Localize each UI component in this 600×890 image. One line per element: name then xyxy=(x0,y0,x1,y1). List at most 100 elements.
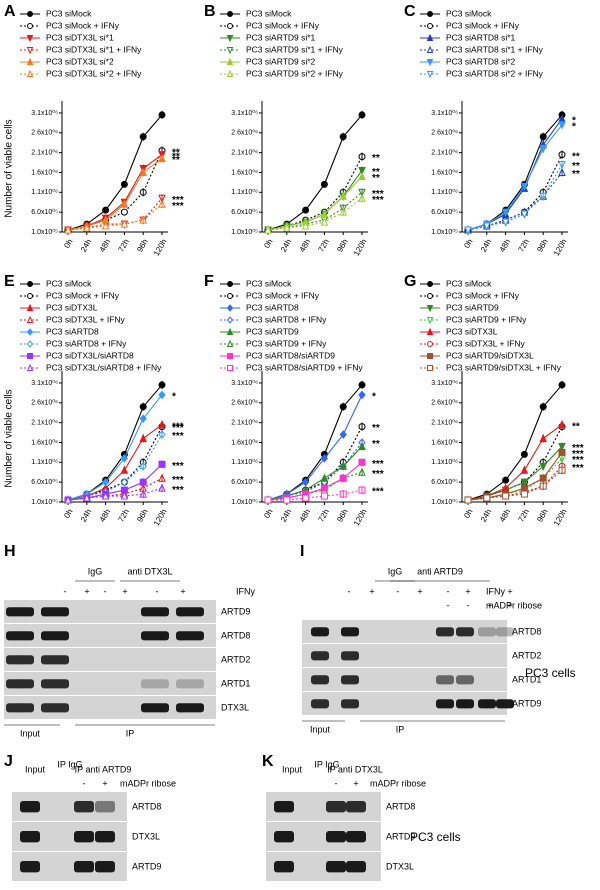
data-point xyxy=(264,225,272,234)
legend-label: PC3 siARTD9 + IFNy xyxy=(246,338,327,348)
significance: ** xyxy=(172,155,180,166)
x-tick-label: 120h xyxy=(552,238,569,258)
y-axis-label: Number of viable cells xyxy=(4,119,15,217)
data-point xyxy=(520,490,528,498)
legend-label: PC3 siMock + IFNy xyxy=(46,20,120,30)
legend-marker xyxy=(227,23,233,29)
legend-marker xyxy=(227,281,233,287)
legend-label: PC3 siARTD9 xyxy=(446,302,499,312)
legend-label: PC3 siARTD9/siDTX3L xyxy=(446,350,534,360)
cells-label: PC3 cells xyxy=(410,830,461,844)
legend-marker xyxy=(26,328,34,336)
y-tick-label: 2.1x10⁰⁶ xyxy=(31,148,58,156)
sign: + xyxy=(353,778,358,788)
blot-strip xyxy=(4,672,216,695)
blot-band xyxy=(456,627,474,637)
sign: - xyxy=(83,778,86,788)
y-tick-label: 3.1x10⁰⁶ xyxy=(31,109,58,117)
data-point xyxy=(520,478,529,487)
legend-label: PC3 siDTX3L/siARTD8 + IFNy xyxy=(46,362,162,372)
x-tick-label: 120h xyxy=(152,238,169,258)
legend-marker xyxy=(227,365,233,371)
blot-band xyxy=(341,627,359,637)
series-line xyxy=(67,150,163,231)
blot-band xyxy=(41,703,69,713)
row-label: DTX3L xyxy=(132,831,160,841)
legend-label: PC3 siMock xyxy=(246,278,292,288)
legend-label: PC3 siARTD8 + IFNy xyxy=(46,338,127,348)
blot-strip xyxy=(4,648,216,671)
blot-strip xyxy=(4,624,216,647)
cells-label: PC3 cells xyxy=(525,666,576,680)
blot-band xyxy=(6,703,34,713)
data-point xyxy=(120,180,128,188)
data-point xyxy=(120,199,129,208)
panel-letter: B xyxy=(204,3,216,20)
blot-band xyxy=(176,607,204,617)
legend-label: PC3 siARTD8 si*2 xyxy=(446,56,516,66)
legend-label: PC3 siARTD9 si*1 xyxy=(246,32,316,42)
legend-marker xyxy=(427,11,433,17)
row-label: ARTD8 xyxy=(512,626,541,636)
x-tick-label: 72h xyxy=(116,508,130,524)
significance: ** xyxy=(172,151,180,162)
blot-band xyxy=(274,831,294,843)
row-label: ARTD2 xyxy=(512,650,541,660)
legend-marker xyxy=(426,59,434,67)
panel-letter: H xyxy=(4,543,16,560)
y-tick-label: 3.1x10⁰⁶ xyxy=(431,379,458,387)
blot-band xyxy=(41,631,69,641)
y-tick-label: 1.1x10⁰⁶ xyxy=(431,188,458,196)
legend-label: PC3 siMock + IFNy xyxy=(46,290,120,300)
x-tick-label: 96h xyxy=(535,238,549,254)
sign: + xyxy=(417,586,422,596)
data-point xyxy=(501,218,510,227)
legend-marker xyxy=(227,11,233,17)
data-point xyxy=(120,465,129,474)
legend-label: PC3 siMock xyxy=(246,8,292,18)
treatment-label: mADPr ribose xyxy=(486,600,542,610)
legend-marker xyxy=(27,23,33,29)
legend-marker xyxy=(26,57,34,65)
legend-label: PC3 siMock + IFNy xyxy=(446,20,520,30)
significance: *** xyxy=(172,485,184,496)
x-tick-label: 120h xyxy=(552,508,569,528)
x-tick-label: 24h xyxy=(479,508,493,524)
legend-marker xyxy=(26,35,34,43)
series-line xyxy=(467,124,563,231)
blot-strip xyxy=(302,644,507,667)
data-point xyxy=(464,226,472,235)
treatment-label: mADPr ribose xyxy=(370,778,426,788)
footer-label: Input xyxy=(310,724,331,734)
blot-band xyxy=(478,627,496,637)
row-label: ARTD9 xyxy=(132,861,161,871)
x-tick-label: 0h xyxy=(262,508,274,520)
legend-label: PC3 siARTD9 xyxy=(246,326,299,336)
y-tick-label: 6.0x10⁰⁵ xyxy=(31,208,58,216)
y-tick-label: 2.6x10⁰⁶ xyxy=(231,399,258,407)
y-tick-label: 1.0x10⁰⁵ xyxy=(31,228,58,236)
row-label: ARTD1 xyxy=(221,678,250,688)
significance: *** xyxy=(172,195,184,206)
row-label: ARTD1 xyxy=(512,674,541,684)
significance: *** xyxy=(372,469,384,480)
data-point xyxy=(320,473,329,482)
panel-letter: C xyxy=(404,3,416,20)
significance: *** xyxy=(372,487,384,498)
blot-band xyxy=(274,861,294,873)
group-label: Input xyxy=(282,764,303,774)
legend-label: PC3 siDTX3L si*1 + IFNy xyxy=(46,44,142,54)
sign: + xyxy=(465,586,470,596)
legend-marker xyxy=(427,341,433,347)
legend-label: PC3 siDTX3L si*2 + IFNy xyxy=(46,68,142,78)
x-tick-label: 72h xyxy=(116,238,130,254)
data-point xyxy=(502,476,510,484)
sign: - xyxy=(156,586,159,596)
legend-label: PC3 siDTX3L + IFNy xyxy=(446,338,526,348)
blot-band xyxy=(176,703,204,713)
sign: + xyxy=(507,586,512,596)
row-label: ARTD8 xyxy=(386,801,415,811)
sign: + xyxy=(487,600,492,610)
legend-label: PC3 siDTX3L si*2 xyxy=(46,56,114,66)
